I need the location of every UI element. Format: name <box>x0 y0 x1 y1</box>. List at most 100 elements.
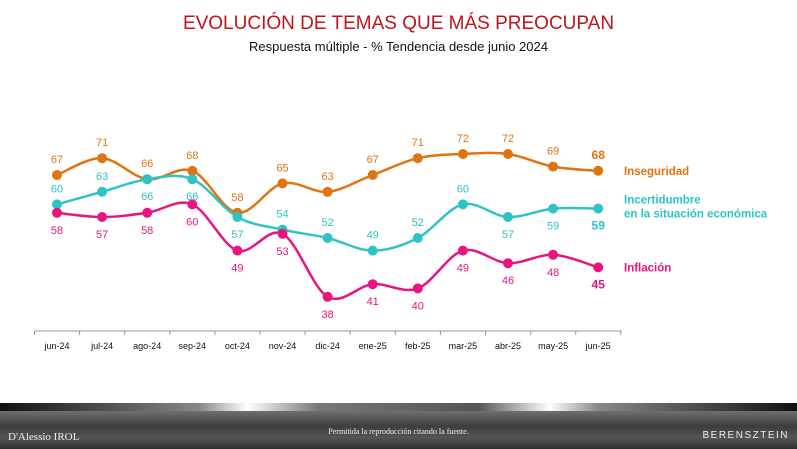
data-point <box>503 212 513 222</box>
legend-label: Inflación <box>624 262 671 274</box>
footer-divider <box>0 403 797 411</box>
data-point <box>52 170 62 180</box>
data-point <box>412 233 423 243</box>
data-point <box>548 203 559 214</box>
data-point <box>412 153 423 164</box>
data-point <box>52 207 62 218</box>
data-point <box>457 149 468 159</box>
data-label: 38 <box>321 309 333 321</box>
data-label: 66 <box>141 158 153 170</box>
data-point <box>457 199 468 210</box>
data-point <box>503 258 513 269</box>
data-label: 52 <box>412 217 424 229</box>
data-label: 65 <box>276 162 288 174</box>
data-label: 60 <box>51 183 63 195</box>
data-label: 59 <box>547 221 559 233</box>
data-point <box>367 279 378 290</box>
data-label: 71 <box>412 137 424 149</box>
data-point <box>593 262 604 273</box>
x-tick-label: jul-24 <box>90 341 113 351</box>
x-tick-label: feb-25 <box>405 341 431 351</box>
data-label: 72 <box>457 133 469 145</box>
data-label: 58 <box>141 225 153 237</box>
data-label: 63 <box>96 171 108 183</box>
x-tick-label: jun-25 <box>585 341 611 351</box>
x-tick-label: abr-25 <box>495 341 521 351</box>
legend-label: Inseguridad <box>624 166 689 178</box>
data-label: 57 <box>231 229 243 241</box>
data-point <box>367 170 378 180</box>
data-point <box>412 283 423 294</box>
chart-title: EVOLUCIÓN DE TEMAS QUE MÁS PREOCUPAN <box>182 13 615 34</box>
legend-label: en la situación económica <box>624 209 768 221</box>
data-point <box>142 207 153 218</box>
data-label: 40 <box>412 300 424 312</box>
data-label: 63 <box>321 171 333 183</box>
data-point <box>97 186 108 197</box>
dalessio-logo: D'Alessio IROL <box>8 431 80 443</box>
data-point <box>232 245 243 256</box>
data-label: 69 <box>547 146 559 158</box>
data-label: 45 <box>592 277 606 291</box>
data-point <box>322 291 333 302</box>
legend-label: Incertidumbre <box>624 195 701 207</box>
data-label: 68 <box>592 148 606 162</box>
data-label: 49 <box>457 263 469 275</box>
data-point <box>593 165 604 176</box>
series-line <box>56 151 599 215</box>
data-point <box>97 212 108 222</box>
data-point <box>457 245 468 256</box>
data-label: 57 <box>502 229 514 241</box>
chart-subtitle: Respuesta múltiple - % Tendencia desde j… <box>249 39 548 54</box>
data-label: 49 <box>367 230 379 242</box>
x-tick-label: oct-24 <box>225 341 250 351</box>
x-tick-label: nov-24 <box>269 341 297 351</box>
data-point <box>277 178 288 189</box>
data-label: 58 <box>231 192 243 204</box>
data-point <box>187 199 198 210</box>
data-point <box>593 203 604 214</box>
footer-note: Permitida la reproducción citando la fue… <box>328 427 469 436</box>
data-label: 41 <box>367 296 379 308</box>
data-point <box>548 249 559 260</box>
x-tick-label: sep-24 <box>179 341 207 351</box>
data-point <box>277 228 288 239</box>
x-tick-label: ago-24 <box>133 341 161 351</box>
berensztein-logo: BERENSZTEIN <box>702 430 789 441</box>
data-point <box>97 153 108 164</box>
data-point <box>52 199 62 210</box>
data-label: 48 <box>547 267 559 279</box>
data-point <box>548 161 559 172</box>
line-chart: jun-24 jul-24 ago-24 sep-24 oct-24 nov-24 dic-… <box>34 133 768 351</box>
data-label: 68 <box>186 150 198 162</box>
data-label: 67 <box>367 154 379 166</box>
data-label: 60 <box>457 183 469 195</box>
x-tick-label: dic-24 <box>315 341 340 351</box>
data-label: 66 <box>141 191 153 203</box>
data-label: 67 <box>51 154 63 166</box>
data-label: 54 <box>276 209 288 221</box>
data-label: 71 <box>96 137 108 149</box>
data-label: 60 <box>186 216 198 228</box>
data-point <box>142 174 153 185</box>
data-point <box>367 245 378 256</box>
data-point <box>322 233 333 243</box>
data-label: 57 <box>96 229 108 241</box>
x-tick-label: jun-24 <box>43 341 69 351</box>
data-label: 46 <box>502 275 514 287</box>
data-label: 59 <box>592 219 606 233</box>
x-tick-label: mar-25 <box>449 341 478 351</box>
footer: D'Alessio IROL Permitida la reproducción… <box>0 411 797 449</box>
data-point <box>232 212 243 222</box>
data-label: 49 <box>231 263 243 275</box>
data-point <box>187 174 198 185</box>
data-label: 52 <box>321 217 333 229</box>
data-label: 58 <box>51 225 63 237</box>
data-point <box>503 149 513 159</box>
data-point <box>187 165 198 176</box>
x-tick-label: ene-25 <box>359 341 387 351</box>
x-tick-label: may-25 <box>538 341 568 351</box>
data-label: 72 <box>502 133 514 145</box>
data-label: 53 <box>276 246 288 258</box>
data-point <box>322 186 333 197</box>
